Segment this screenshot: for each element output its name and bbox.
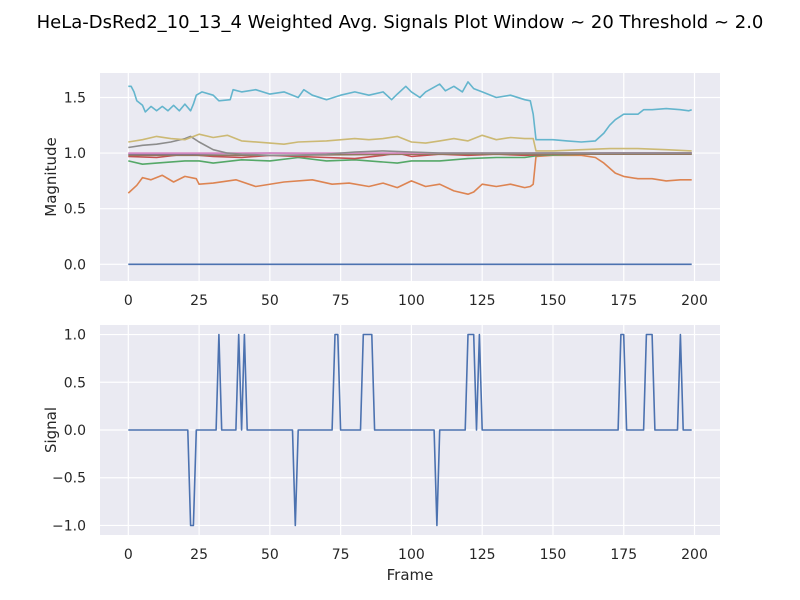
y-tick-label: 1.5 (64, 90, 86, 106)
bottom-y-ticks: −1.0 −0.5 0.0 0.5 1.0 (52, 328, 86, 535)
figure-title: HeLa-DsRed2_10_13_4 Weighted Avg. Signal… (37, 12, 764, 33)
y-tick-label: 0.0 (64, 257, 86, 273)
bottom-axes-signal: 0 25 50 75 100 125 150 175 200 −1.0 −0.5 0.0 0.5 1.0… (42, 325, 720, 584)
series-line-4 (128, 152, 692, 160)
x-tick-label: 50 (261, 293, 279, 309)
top-series-lines (127, 81, 692, 266)
top-y-axis-label: Magnitude (42, 137, 60, 216)
y-tick-label: −0.5 (52, 471, 86, 487)
x-tick-label: 75 (332, 293, 350, 309)
x-tick-label: 100 (398, 293, 425, 309)
bottom-y-axis-label: Signal (42, 407, 60, 453)
x-tick-label: 150 (540, 293, 567, 309)
top-x-ticks: 0 25 50 75 100 125 150 175 200 (124, 293, 708, 309)
x-tick-label: 25 (190, 293, 208, 309)
y-tick-label: −1.0 (52, 518, 86, 534)
y-tick-label: 0.0 (64, 423, 86, 439)
series-line-2 (127, 154, 692, 195)
series-line-9 (128, 133, 692, 152)
y-tick-label: 1.0 (64, 146, 86, 162)
x-tick-label: 150 (540, 547, 567, 563)
x-tick-label: 0 (124, 293, 133, 309)
y-tick-label: 0.5 (64, 375, 86, 391)
y-tick-label: 1.0 (64, 328, 86, 344)
x-tick-label: 125 (469, 547, 496, 563)
top-axes-magnitude: 0 25 50 75 100 125 150 175 200 0.0 0.5 1.0 1.5 Magn… (42, 73, 720, 309)
x-tick-label: 25 (190, 547, 208, 563)
x-tick-label: 50 (261, 547, 279, 563)
bottom-x-ticks: 0 25 50 75 100 125 150 175 200 (124, 547, 708, 563)
x-tick-label: 100 (398, 547, 425, 563)
x-tick-label: 175 (610, 293, 637, 309)
series-line-6 (128, 153, 692, 157)
x-tick-label: 200 (681, 293, 708, 309)
x-tick-label: 200 (681, 547, 708, 563)
top-plot-background (100, 73, 720, 281)
series-line-1 (128, 333, 692, 527)
bottom-x-axis-label: Frame (387, 566, 434, 584)
series-line-10 (128, 81, 692, 143)
x-tick-label: 0 (124, 547, 133, 563)
series-line-8 (128, 135, 692, 157)
bottom-series-lines (128, 333, 692, 527)
x-tick-label: 125 (469, 293, 496, 309)
x-tick-label: 75 (332, 547, 350, 563)
top-y-ticks: 0.0 0.5 1.0 1.5 (64, 90, 86, 273)
x-tick-label: 175 (610, 547, 637, 563)
y-tick-label: 0.5 (64, 202, 86, 218)
series-line-3 (128, 153, 692, 165)
